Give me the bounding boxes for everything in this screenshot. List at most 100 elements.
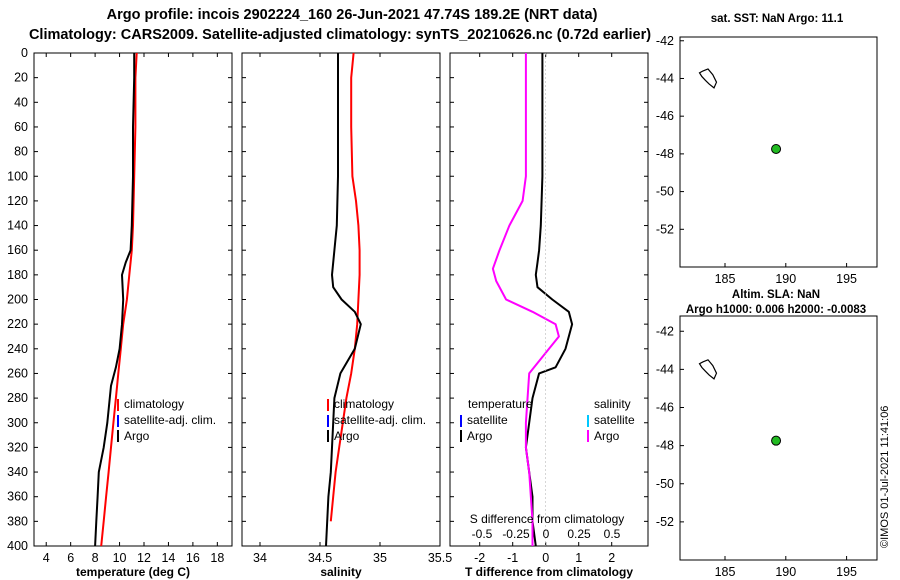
y-tick-label: 260	[7, 366, 28, 380]
lat-tick-label: -52	[656, 222, 674, 236]
lon-tick-label: 190	[775, 565, 796, 579]
legend-salinity-heading: salinity	[594, 397, 631, 411]
x-tick-label: 16	[186, 551, 200, 565]
lat-tick-label: -46	[656, 401, 674, 415]
lat-tick-label: -50	[656, 185, 674, 199]
y-tick-label: 100	[7, 169, 28, 183]
legend-s-satellite-label: satellite	[594, 413, 635, 427]
imos-timestamp: ©IMOS 01-Jul-2021 11:41:06	[879, 406, 891, 548]
y-tick-label: 320	[7, 440, 28, 454]
y-tick-label: 360	[7, 490, 28, 504]
x-tick-label: 14	[161, 551, 175, 565]
map-frame	[679, 36, 878, 268]
x-axis-label: T difference from climatology	[465, 565, 633, 579]
s-diff-tick-label: 0.5	[604, 527, 621, 541]
salinity-panel: 34 34.5 35 35.5 salinity	[241, 52, 452, 579]
s-diff-tick-label: 0.25	[567, 527, 591, 541]
s-diff-tick-label: 0	[543, 527, 550, 541]
plot-frame	[449, 52, 649, 547]
map-frame	[679, 315, 878, 561]
s-diff-tick-label: -0.25	[502, 527, 530, 541]
y-tick-label: 240	[7, 342, 28, 356]
y-tick-label: 400	[7, 539, 28, 553]
x-tick-label: 0	[542, 551, 549, 565]
lon-tick-label: 195	[836, 565, 857, 579]
y-tick-label: 300	[7, 416, 28, 430]
legend-t-argo-label: Argo	[467, 429, 493, 443]
lon-tick-label: 190	[775, 272, 796, 286]
temperature-panel: 0 20 40 60 80 100 120 140 160 180 200 220 240 260 280 3…	[7, 46, 233, 579]
figure-title-line1: Argo profile: incois 2902224_160 26-Jun-…	[107, 7, 598, 23]
lat-tick-label: -50	[656, 477, 674, 491]
lat-tick-label: -48	[656, 147, 674, 161]
y-tick-label: 0	[21, 46, 28, 60]
series-line-salinity-difference-argo-	[491, 53, 560, 546]
y-tick-label: 340	[7, 465, 28, 479]
legend-t-satellite-label: satellite	[467, 413, 508, 427]
x-tick-label: 35.5	[428, 551, 452, 565]
lat-tick-label: -48	[656, 439, 674, 453]
series-line-temperature-difference-argo-	[524, 53, 574, 547]
x-tick-label: 4	[43, 551, 50, 565]
y-tick-label: 180	[7, 268, 28, 282]
series-line-climatology	[329, 52, 361, 522]
salinity-legend: climatology satellite-adj. clim. Argo	[327, 397, 426, 443]
x-axis-label: temperature (deg C)	[76, 565, 190, 579]
x-tick-label: 34	[253, 551, 267, 565]
legend-satellite-label: satellite-adj. clim.	[124, 413, 216, 427]
lon-tick-label: 185	[715, 272, 736, 286]
x-tick-label: -1	[507, 551, 518, 565]
y-tick-label: 60	[14, 120, 28, 134]
y-tick-label: 380	[7, 514, 28, 528]
x-tick-label: -2	[474, 551, 485, 565]
lat-tick-label: -52	[656, 515, 674, 529]
argo-location-marker	[771, 143, 782, 154]
y-tick-label: 20	[14, 71, 28, 85]
map-sla-panel: -42 -44 -46 -48 -50 -52 185 190 195	[656, 315, 878, 579]
s-difference-axis-label: S difference from climatology	[470, 512, 625, 526]
legend-satellite-label: satellite-adj. clim.	[334, 413, 426, 427]
y-tick-label: 40	[14, 95, 28, 109]
x-tick-label: 18	[210, 551, 224, 565]
legend-s-argo-label: Argo	[594, 429, 620, 443]
coastline	[698, 68, 718, 89]
coastline	[698, 359, 718, 380]
difference-legend: temperature satellite Argo salinity sate…	[460, 397, 635, 443]
x-tick-label: 12	[137, 551, 151, 565]
s-diff-tick-label: -0.5	[472, 527, 493, 541]
y-tick-label: 200	[7, 293, 28, 307]
lat-tick-label: -42	[656, 34, 674, 48]
temperature-legend: climatology satellite-adj. clim. Argo	[117, 397, 216, 443]
map-sst-panel: -42 -44 -46 -48 -50 -52 185 190 195	[656, 34, 878, 286]
legend-temperature-heading: temperature	[468, 397, 533, 411]
x-tick-label: 2	[608, 551, 615, 565]
lat-tick-label: -44	[656, 71, 674, 85]
x-tick-label: 35	[373, 551, 387, 565]
y-tick-label: 120	[7, 194, 28, 208]
x-tick-label: 1	[575, 551, 582, 565]
x-axis-label: salinity	[320, 565, 362, 579]
argo-location-marker	[771, 435, 782, 446]
map-sla-title: Altim. SLA: NaN	[732, 289, 820, 301]
lat-tick-label: -44	[656, 362, 674, 376]
series-line-climatology	[100, 52, 138, 547]
x-tick-label: 6	[67, 551, 74, 565]
legend-climatology-label: climatology	[124, 397, 184, 411]
legend-argo-label: Argo	[334, 429, 360, 443]
y-tick-label: 220	[7, 317, 28, 331]
lon-tick-label: 185	[715, 565, 736, 579]
x-tick-label: 34.5	[308, 551, 332, 565]
legend-climatology-label: climatology	[334, 397, 394, 411]
legend-argo-label: Argo	[124, 429, 150, 443]
figure-title-line2: Climatology: CARS2009. Satellite-adjuste…	[29, 27, 651, 43]
y-tick-label: 160	[7, 243, 28, 257]
y-tick-label: 280	[7, 391, 28, 405]
map-sla-subtitle: Argo h1000: 0.006 h2000: -0.0083	[686, 304, 866, 316]
x-tick-label: 8	[92, 551, 99, 565]
series-line-argo	[94, 53, 136, 547]
lat-tick-label: -46	[656, 109, 674, 123]
difference-panel: -2 -1 0 1 2T difference from climatology	[449, 52, 649, 579]
x-tick-label: 10	[113, 551, 127, 565]
series-line-argo	[325, 53, 362, 547]
